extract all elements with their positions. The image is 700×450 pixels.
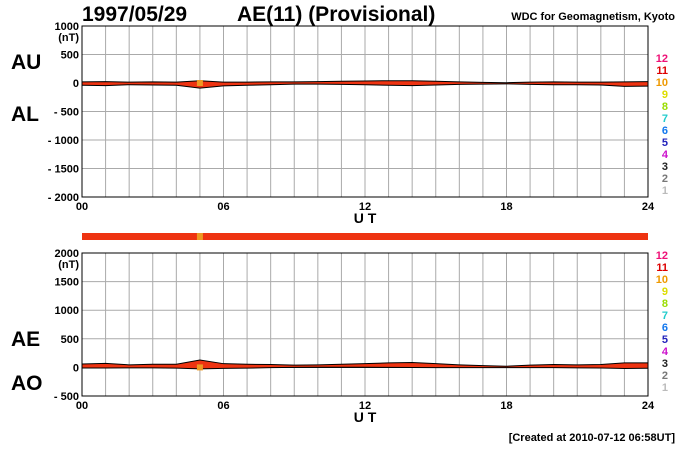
- y-tick-label: - 2000: [48, 192, 79, 204]
- x-tick-label: 12: [359, 201, 371, 213]
- y-tick-label: 500: [61, 50, 79, 62]
- station-count-label: 11: [656, 262, 668, 274]
- station-count-label: 6: [662, 322, 668, 334]
- station-count-label: 4: [662, 149, 669, 161]
- data-source: WDC for Geomagnetism, Kyoto: [511, 11, 675, 23]
- x-tick-label: 06: [217, 400, 229, 412]
- series-ae-line: [81, 359, 648, 367]
- station-count-label: 11: [656, 65, 668, 77]
- y-tick-label: - 500: [54, 391, 79, 403]
- created-timestamp: [Created at 2010-07-12 06:58UT]: [508, 432, 675, 444]
- au-label: AU: [11, 51, 42, 74]
- x-tick-label: 00: [76, 400, 88, 412]
- y-tick-label: 500: [61, 334, 79, 346]
- x-tick-label: 18: [500, 201, 512, 213]
- status-bar-highlight: [196, 233, 203, 240]
- x-tick-label: 18: [500, 400, 512, 412]
- x-axis-title: U T: [354, 210, 377, 226]
- y-tick-label: - 1000: [48, 135, 79, 147]
- series-ao-line: [82, 366, 649, 370]
- x-tick-label: 12: [359, 400, 371, 412]
- x-tick-label: 06: [217, 201, 229, 213]
- station-status-bar: [82, 233, 648, 240]
- station-count-label: 4: [662, 346, 669, 358]
- y-tick-label: - 500: [54, 107, 79, 119]
- y-tick-label: 0: [73, 78, 79, 90]
- station-count-label: 8: [662, 298, 668, 310]
- station-count-label: 5: [662, 137, 668, 149]
- plot-frame: [81, 25, 649, 198]
- station-count-label: 1: [662, 185, 668, 197]
- station-count-label: 3: [662, 358, 668, 370]
- series-al-line: [81, 83, 649, 89]
- station-count-label: 8: [662, 101, 668, 113]
- station-count-label: 7: [662, 310, 668, 322]
- station-count-label: 3: [662, 161, 668, 173]
- ao-label: AO: [11, 372, 43, 395]
- station-count-label: 6: [662, 125, 668, 137]
- station-count-label: 10: [656, 274, 668, 286]
- ae-label: AE: [11, 328, 41, 351]
- station-count-label: 9: [662, 286, 668, 298]
- station-count-label: 12: [656, 53, 668, 65]
- y-tick-label: 2000: [55, 248, 79, 260]
- station-count-label: 12: [656, 250, 668, 262]
- station-count-label: 1: [662, 382, 668, 394]
- y-unit-label: (nT): [58, 259, 79, 271]
- highlight-marker: [196, 364, 203, 371]
- station-count-label: 5: [662, 334, 668, 346]
- x-tick-label: 00: [76, 201, 88, 213]
- plot-date: 1997/05/29: [82, 3, 188, 26]
- plot-frame: [81, 252, 649, 397]
- station-count-label: 2: [662, 173, 668, 185]
- plot-title: AE(11) (Provisional): [237, 3, 436, 26]
- x-axis-title: U T: [354, 409, 377, 425]
- y-unit-label: (nT): [58, 32, 79, 44]
- x-tick-label: 24: [642, 400, 655, 412]
- y-tick-label: 1500: [55, 277, 79, 289]
- y-tick-label: 0: [73, 362, 79, 374]
- y-tick-label: 1000: [55, 21, 79, 33]
- y-tick-label: - 1500: [48, 164, 79, 176]
- al-label: AL: [11, 103, 39, 126]
- highlight-marker: [196, 80, 203, 86]
- x-tick-label: 24: [642, 201, 655, 213]
- station-count-label: 2: [662, 370, 668, 382]
- station-count-label: 9: [662, 89, 668, 101]
- series-au-line: [81, 80, 649, 84]
- station-count-label: 10: [656, 77, 668, 89]
- y-tick-label: 1000: [55, 305, 79, 317]
- station-count-label: 7: [662, 113, 668, 125]
